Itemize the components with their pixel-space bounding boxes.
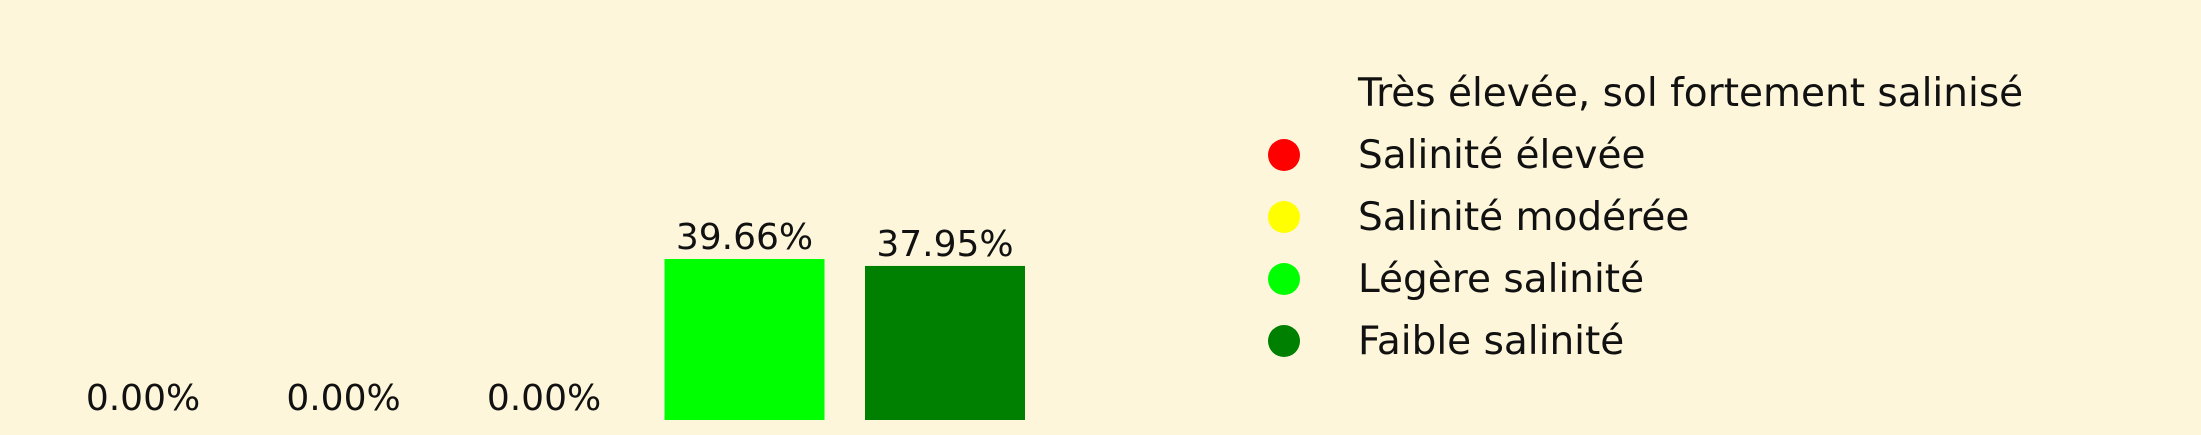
legend-label: Faible salinité — [1358, 318, 1625, 364]
legend-item: Salinité modérée — [1268, 186, 2023, 248]
legend-label: Très élevée, sol fortement salinisé — [1358, 70, 2024, 116]
bar-value-label: 0.00% — [86, 378, 200, 419]
legend-item: Faible salinité — [1268, 310, 2023, 372]
bar-value-label: 37.95% — [876, 224, 1013, 265]
legend-marker-moderate — [1268, 201, 1300, 233]
legend-item: Salinité élevée — [1268, 124, 2023, 186]
bar-value-label: 39.66% — [676, 217, 813, 258]
legend-label: Salinité élevée — [1358, 132, 1646, 178]
legend-label: Légère salinité — [1358, 256, 1645, 302]
chart-legend: Très élevée, sol fortement salinisé Sali… — [1268, 62, 2023, 372]
legend-item: Légère salinité — [1268, 248, 2023, 310]
legend-marker-very-high — [1268, 77, 1300, 109]
legend-marker-slight — [1268, 263, 1300, 295]
legend-marker-low — [1268, 325, 1300, 357]
legend-label: Salinité modérée — [1358, 194, 1690, 240]
bar-chart: 0.00% 0.00% 0.00% 39.66% 37.95% — [86, 217, 1025, 420]
bar-value-label: 0.00% — [487, 378, 601, 419]
legend-marker-high — [1268, 139, 1300, 171]
bar-value-label: 0.00% — [286, 378, 400, 419]
legend-item: Très élevée, sol fortement salinisé — [1268, 62, 2023, 124]
bar — [664, 259, 825, 420]
bar — [865, 265, 1025, 420]
